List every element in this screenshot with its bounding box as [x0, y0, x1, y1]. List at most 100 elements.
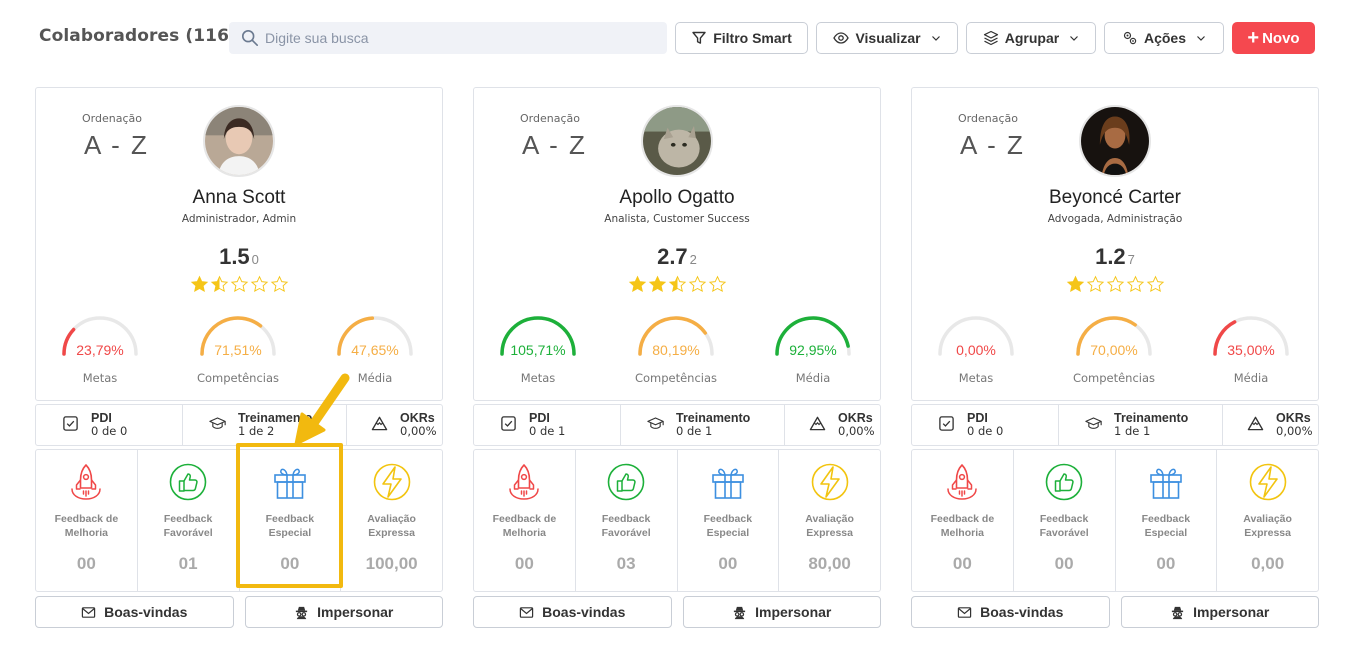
page-title: Colaboradores (116)	[39, 26, 237, 46]
kpi-okrs[interactable]: OKRs 0,00%	[1222, 405, 1318, 445]
gauge-value: 71,51%	[214, 342, 262, 358]
welcome-button[interactable]: Boas-vindas	[911, 596, 1110, 628]
feedback-value: 00	[718, 554, 738, 573]
gauge-metas: 23,79% Metas	[58, 312, 142, 385]
gauge-label: Competências	[634, 371, 718, 385]
kpi-treinamento[interactable]: Treinamento 1 de 2	[182, 405, 346, 445]
sort-value[interactable]: A - Z	[960, 130, 1025, 160]
group-button[interactable]: Agrupar	[966, 22, 1096, 54]
score-value: 1.2	[1095, 244, 1126, 269]
employee-role: Analista, Customer Success	[604, 213, 750, 225]
welcome-button[interactable]: Boas-vindas	[35, 596, 234, 628]
feedback-item[interactable]: Feedback Favorável 03	[574, 450, 677, 591]
impersonate-button[interactable]: Impersonar	[1120, 596, 1319, 628]
gauge-label: Média	[1233, 371, 1269, 385]
avatar[interactable]	[641, 105, 713, 177]
employee-name[interactable]: Apollo Ogatto	[619, 187, 735, 208]
filter-smart-button[interactable]: Filtro Smart	[675, 22, 808, 54]
filter-icon	[692, 31, 706, 44]
feedback-label-line1: Feedback	[601, 513, 651, 525]
feedback-label-line1: Feedback de	[930, 513, 995, 525]
sort-label: Ordenação	[82, 112, 142, 125]
welcome-label: Boas-vindas	[542, 604, 626, 620]
impersonate-button[interactable]: Impersonar	[244, 596, 443, 628]
feedback-label-line2: Especial	[268, 527, 312, 539]
chevron-down-icon	[1197, 36, 1205, 41]
eye-icon	[833, 32, 850, 44]
feedback-item[interactable]: Avaliação Expressa 100,00	[340, 450, 442, 591]
star-full-icon	[1066, 275, 1084, 292]
new-label: Novo	[1262, 29, 1300, 47]
employee-name[interactable]: Anna Scott	[192, 187, 286, 208]
feedback-item[interactable]: Feedback Favorável 01	[136, 450, 239, 591]
sort-value[interactable]: A - Z	[522, 130, 587, 160]
feedback-label: Feedback de Melhoria	[474, 512, 575, 540]
kpi-title: Treinamento	[1114, 411, 1189, 425]
welcome-button[interactable]: Boas-vindas	[473, 596, 672, 628]
kpi-treinamento[interactable]: Treinamento 1 de 1	[1058, 405, 1222, 445]
feedback-label-line1: Feedback de	[54, 513, 119, 525]
star-empty-icon	[688, 275, 706, 292]
actions-button[interactable]: Ações	[1104, 22, 1224, 54]
star-empty-icon	[1106, 275, 1124, 292]
feedback-item[interactable]: Feedback de Melhoria 00	[912, 450, 1013, 591]
graduation-cap-icon	[1085, 415, 1114, 436]
feedback-item[interactable]: Feedback de Melhoria 00	[36, 450, 137, 591]
avatar[interactable]	[203, 105, 275, 177]
feedback-item[interactable]: Feedback de Melhoria 00	[474, 450, 575, 591]
kpi-value: 0,00%	[400, 424, 437, 438]
impersonate-button[interactable]: Impersonar	[682, 596, 881, 628]
feedback-label-line1: Feedback de	[492, 513, 557, 525]
gauge-media: 47,65% Média	[333, 312, 417, 385]
feedback-label-line2: Favorável	[163, 527, 213, 539]
feedback-item[interactable]: Feedback Especial 00	[676, 450, 779, 591]
gauge-value: 105,71%	[510, 342, 566, 358]
feedback-label-line1: Avaliação	[1243, 513, 1292, 525]
kpi-treinamento[interactable]: Treinamento 0 de 1	[620, 405, 784, 445]
employee-role: Administrador, Admin	[181, 213, 297, 225]
kpi-okrs[interactable]: OKRs 0,00%	[784, 405, 880, 445]
feedback-value: 0,00	[1251, 554, 1285, 573]
rocket-icon	[509, 464, 540, 500]
feedback-label-line1: Avaliação	[805, 513, 854, 525]
feedback-value: 03	[616, 554, 636, 573]
feedback-label: Avaliação Expressa	[1217, 512, 1318, 540]
kpi-title: OKRs	[838, 411, 873, 425]
mail-icon	[81, 606, 96, 618]
search-box[interactable]	[229, 22, 667, 54]
star-full-icon	[190, 275, 208, 292]
kpi-pdi[interactable]: PDI 0 de 0	[36, 405, 182, 445]
sort-value[interactable]: A - Z	[84, 130, 149, 160]
star-empty-icon	[250, 275, 268, 292]
view-button[interactable]: Visualizar	[816, 22, 958, 54]
new-button[interactable]: + Novo	[1232, 22, 1315, 54]
feedback-item[interactable]: Feedback Especial 00	[1114, 450, 1217, 591]
kpi-pdi[interactable]: PDI 0 de 1	[474, 405, 620, 445]
feedback-label-line2: Melhoria	[940, 527, 984, 539]
gift-icon	[712, 468, 744, 499]
gauge-value: 35,00%	[1227, 342, 1275, 358]
feedback-label-line2: Favorável	[1039, 527, 1089, 539]
feedback-item[interactable]: Avaliação Expressa 80,00	[778, 450, 880, 591]
gauge-arc	[1072, 312, 1156, 356]
gauge-media: 92,95% Média	[771, 312, 855, 385]
feedback-item[interactable]: Feedback Favorável 00	[1012, 450, 1115, 591]
kpi-okrs[interactable]: OKRs 0,00%	[346, 405, 442, 445]
avatar[interactable]	[1079, 105, 1151, 177]
feedback-label: Feedback Especial	[1116, 512, 1217, 540]
feedback-label: Feedback Especial	[678, 512, 779, 540]
star-empty-icon	[708, 275, 726, 292]
impersonate-label: Impersonar	[317, 604, 394, 620]
gauge-competencias: 80,19% Competências	[634, 312, 718, 385]
gauge-metas: 105,71% Metas	[496, 312, 580, 385]
feedback-item[interactable]: Avaliação Expressa 0,00	[1216, 450, 1318, 591]
feedback-row: Feedback de Melhoria 00 Feedback Favorável 00…	[911, 449, 1319, 592]
welcome-label: Boas-vindas	[980, 604, 1064, 620]
star-half-icon	[668, 275, 686, 292]
feedback-label: Feedback Favorável	[1014, 512, 1115, 540]
gauge-value: 92,95%	[789, 342, 837, 358]
kpi-pdi[interactable]: PDI 0 de 0	[912, 405, 1058, 445]
employee-name[interactable]: Beyoncé Carter	[1048, 187, 1181, 208]
lightning-icon	[811, 463, 848, 501]
search-input[interactable]	[265, 30, 645, 46]
